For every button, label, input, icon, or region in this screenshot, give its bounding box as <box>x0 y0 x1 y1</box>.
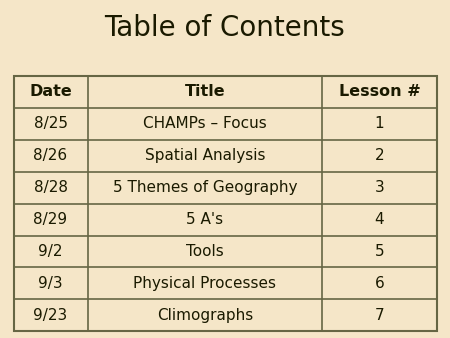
Text: 8/26: 8/26 <box>33 148 68 163</box>
Text: 8/28: 8/28 <box>33 180 68 195</box>
Text: 5 A's: 5 A's <box>186 212 224 227</box>
Text: Table of Contents: Table of Contents <box>104 14 346 42</box>
Text: Date: Date <box>29 84 72 99</box>
Text: 5 Themes of Geography: 5 Themes of Geography <box>112 180 297 195</box>
Text: 1: 1 <box>374 116 384 131</box>
Text: 9/23: 9/23 <box>33 308 68 323</box>
Text: Tools: Tools <box>186 244 224 259</box>
Text: 9/3: 9/3 <box>38 276 63 291</box>
Text: Spatial Analysis: Spatial Analysis <box>144 148 265 163</box>
Text: 8/29: 8/29 <box>33 212 68 227</box>
Text: 3: 3 <box>374 180 384 195</box>
Text: 7: 7 <box>374 308 384 323</box>
Text: 9/2: 9/2 <box>38 244 63 259</box>
Text: 6: 6 <box>374 276 384 291</box>
Text: 5: 5 <box>374 244 384 259</box>
Text: 2: 2 <box>374 148 384 163</box>
Text: 4: 4 <box>374 212 384 227</box>
Text: Title: Title <box>184 84 225 99</box>
Text: CHAMPs – Focus: CHAMPs – Focus <box>143 116 267 131</box>
Text: 8/25: 8/25 <box>33 116 68 131</box>
Text: Physical Processes: Physical Processes <box>133 276 276 291</box>
Text: Lesson #: Lesson # <box>338 84 420 99</box>
Text: Climographs: Climographs <box>157 308 253 323</box>
